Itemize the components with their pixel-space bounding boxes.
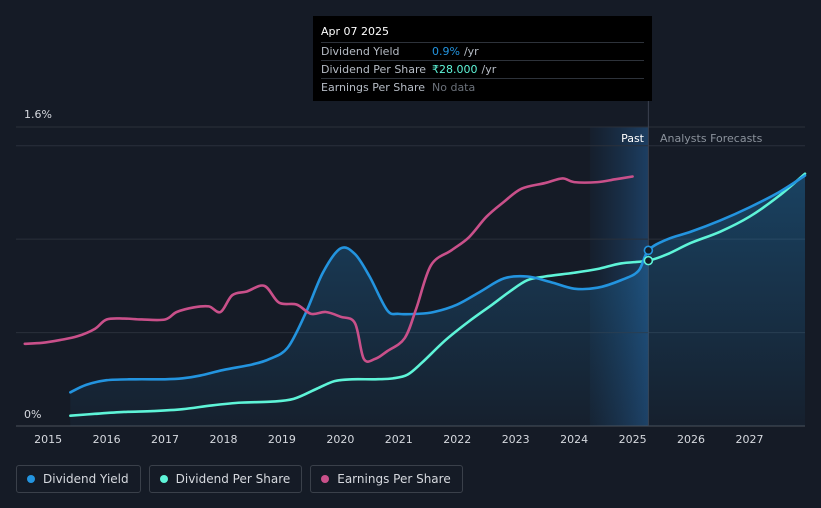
tooltip-row-dividend-per-share: Dividend Per Share ₹28.000 /yr: [321, 60, 644, 78]
tooltip-row-earnings-per-share: Earnings Per Share No data: [321, 78, 644, 96]
x-tick-2018: 2018: [209, 433, 237, 446]
legend-label: Dividend Per Share: [175, 472, 291, 486]
tooltip-unit: /yr: [481, 63, 497, 76]
forecast-label: Analysts Forecasts: [660, 132, 763, 145]
tooltip-value: ₹28.000: [432, 63, 478, 76]
tooltip-label: Earnings Per Share: [321, 81, 426, 94]
legend-item-dividend-per-share[interactable]: Dividend Per Share: [148, 465, 303, 493]
legend: Dividend Yield Dividend Per Share Earnin…: [16, 465, 463, 493]
legend-dot-icon: [159, 475, 168, 483]
legend-label: Dividend Yield: [43, 472, 129, 486]
x-tick-2020: 2020: [326, 433, 354, 446]
legend-dot-icon: [27, 475, 35, 483]
tooltip-row-dividend-yield: Dividend Yield 0.9% /yr: [321, 42, 644, 60]
x-tick-2017: 2017: [151, 433, 179, 446]
x-tick-2025: 2025: [619, 433, 647, 446]
dividend-yield-area: [70, 175, 806, 426]
dividend-per-share-marker: [643, 255, 654, 266]
tooltip-date: Apr 07 2025: [321, 25, 390, 38]
tooltip-value: No data: [432, 81, 476, 94]
tooltip-label: Dividend Per Share: [321, 63, 427, 76]
tooltip: Apr 07 2025 Dividend Yield 0.9% /yr Divi…: [313, 16, 652, 101]
legend-label: Earnings Per Share: [337, 472, 451, 486]
x-tick-2022: 2022: [443, 433, 471, 446]
tooltip-unit: /yr: [463, 45, 479, 58]
x-tick-2027: 2027: [735, 433, 763, 446]
legend-item-dividend-yield[interactable]: Dividend Yield: [16, 465, 141, 493]
past-label: Past: [621, 132, 645, 145]
earnings-per-share-line: [23, 175, 634, 363]
legend-dot-icon: [321, 475, 330, 483]
x-tick-2021: 2021: [385, 433, 413, 446]
x-tick-2023: 2023: [502, 433, 530, 446]
tooltip-label: Dividend Yield: [321, 45, 400, 58]
x-tick-2019: 2019: [268, 433, 296, 446]
x-tick-2015: 2015: [34, 433, 62, 446]
legend-item-earnings-per-share[interactable]: Earnings Per Share: [310, 465, 463, 493]
dividend-per-share-line: [69, 172, 807, 418]
dividend-yield-marker: [643, 245, 654, 256]
x-tick-2026: 2026: [677, 433, 705, 446]
x-tick-2024: 2024: [560, 433, 588, 446]
x-tick-2016: 2016: [93, 433, 121, 446]
y-tick-top: 1.6%: [24, 108, 52, 121]
y-tick-bottom: 0%: [24, 408, 41, 421]
tooltip-value: 0.9%: [432, 45, 460, 58]
